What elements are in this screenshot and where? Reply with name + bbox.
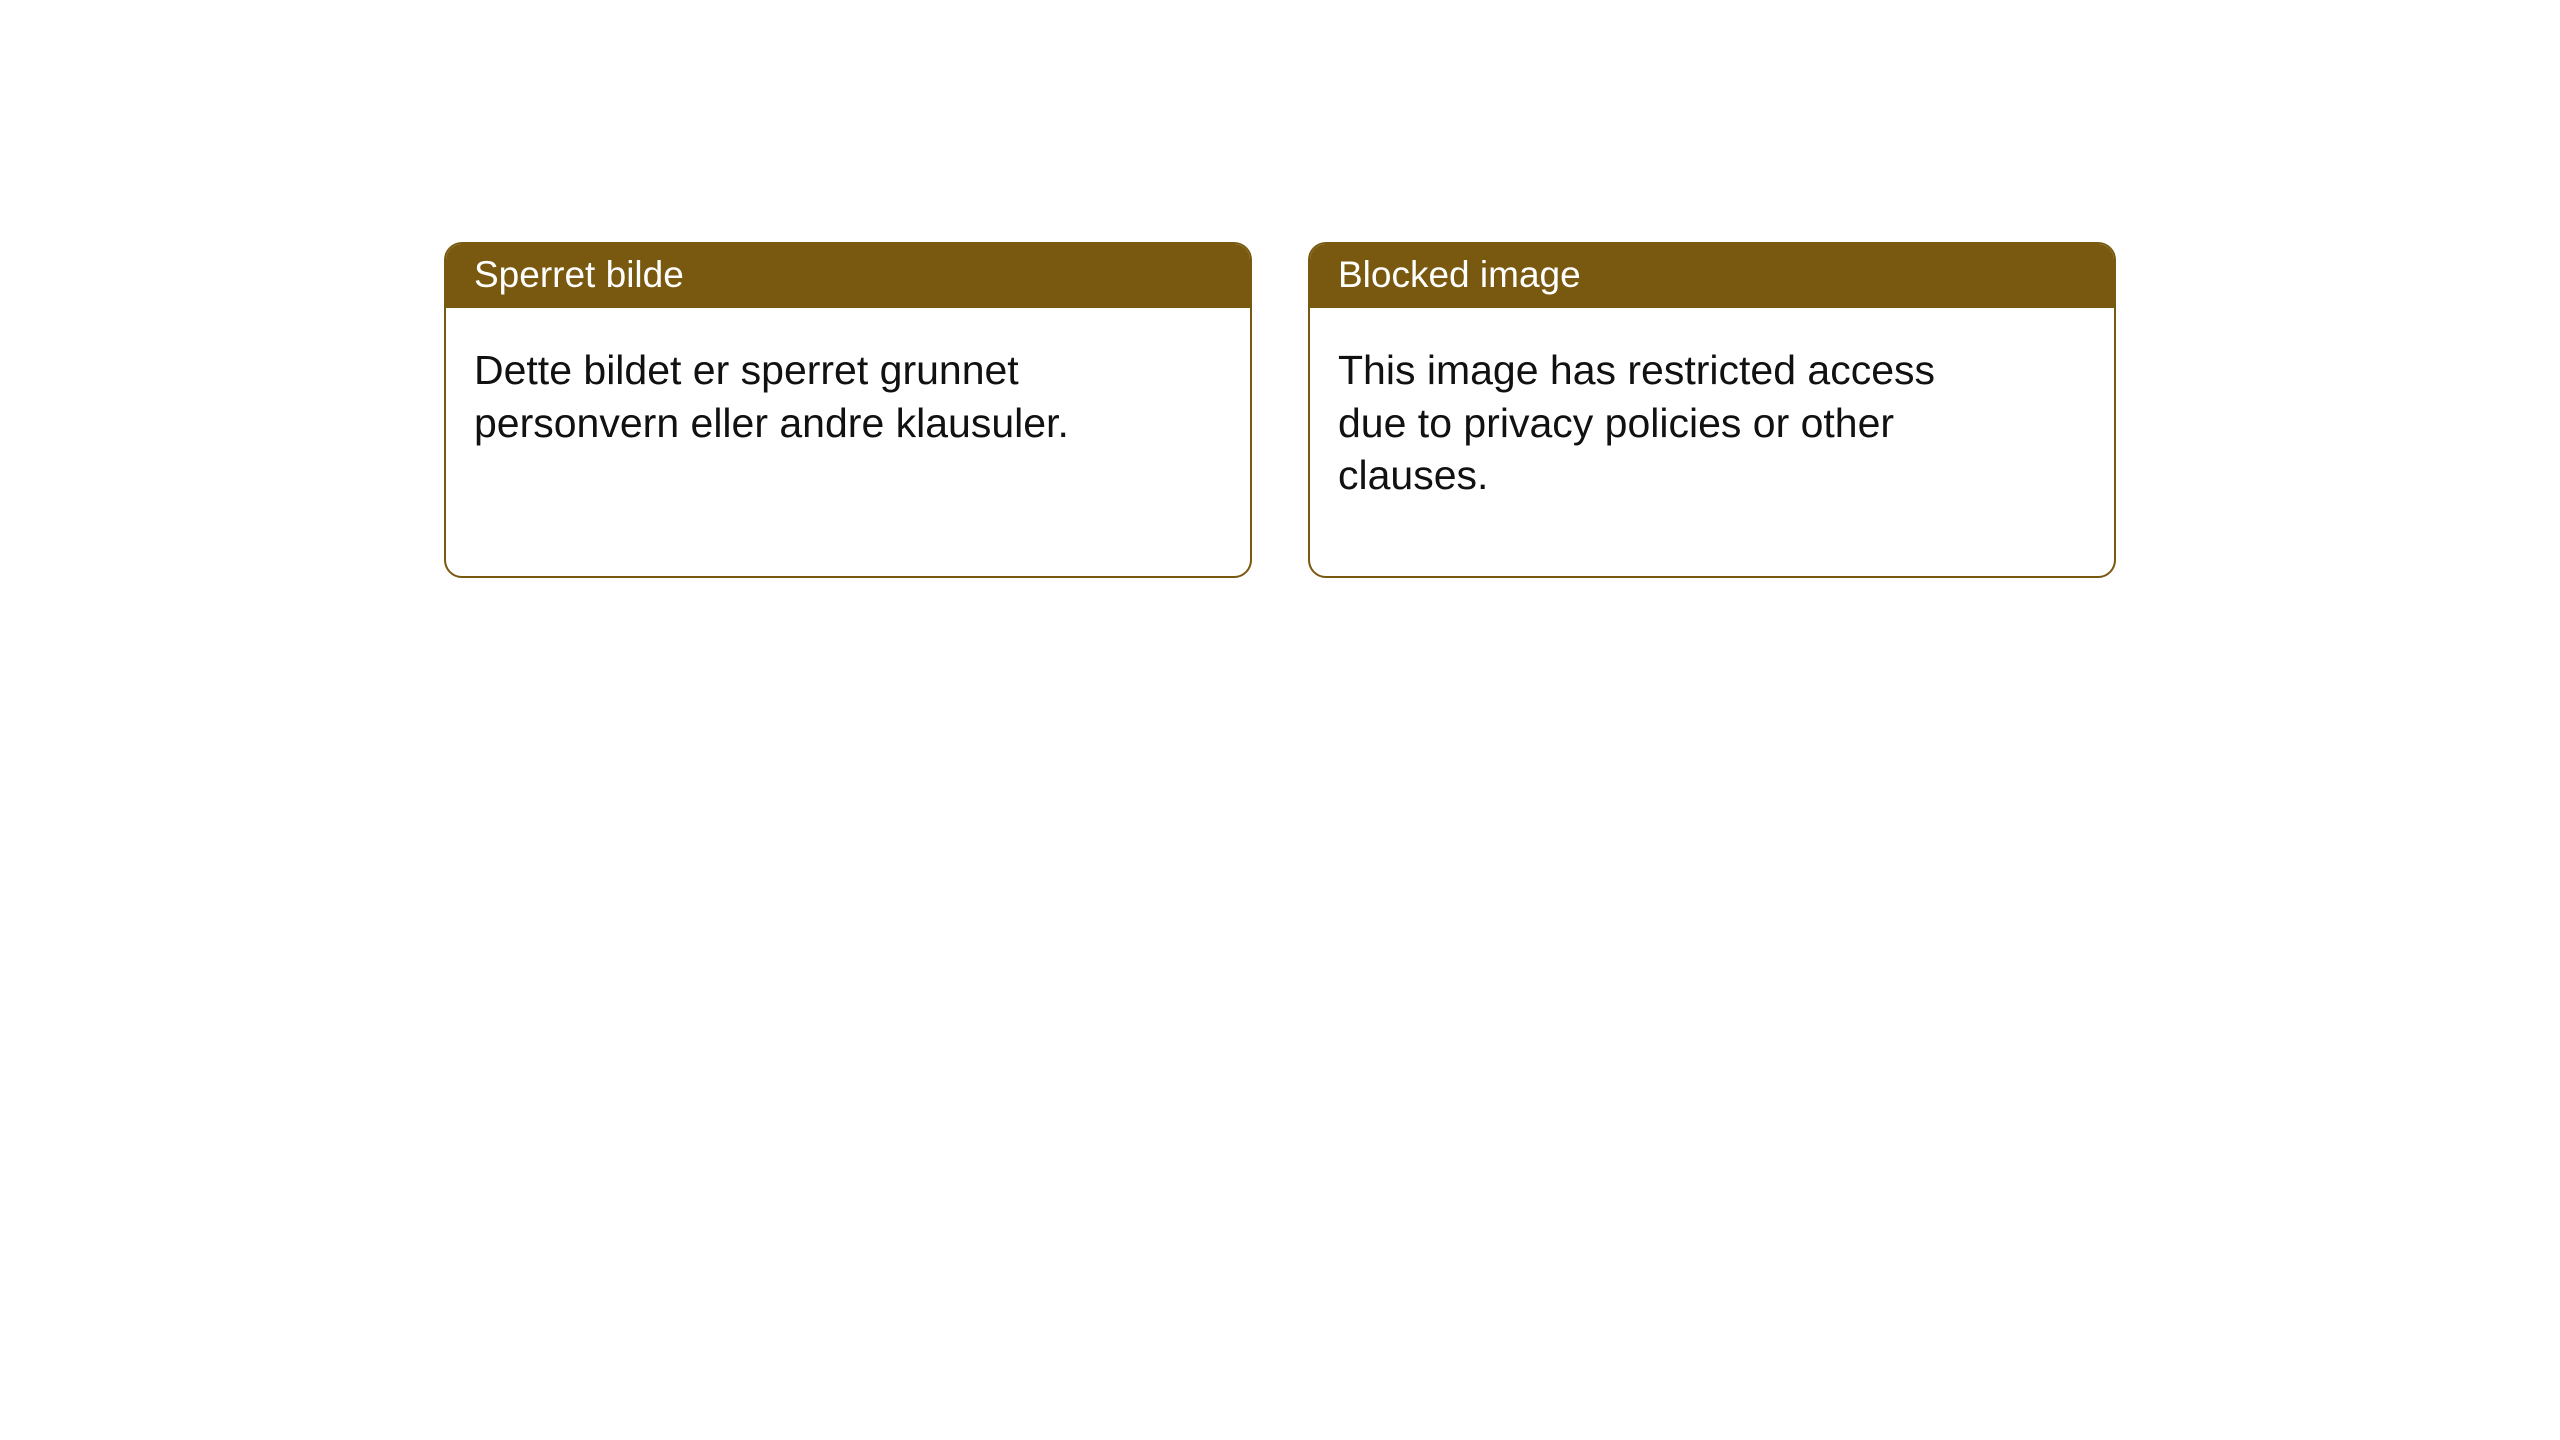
card-body-no: Dette bildet er sperret grunnet personve…: [446, 308, 1126, 473]
card-body-en: This image has restricted access due to …: [1310, 308, 1990, 525]
notice-row: Sperret bilde Dette bildet er sperret gr…: [0, 0, 2560, 578]
card-title-no: Sperret bilde: [446, 244, 1250, 308]
card-title-en: Blocked image: [1310, 244, 2114, 308]
blocked-image-card-en: Blocked image This image has restricted …: [1308, 242, 2116, 578]
blocked-image-card-no: Sperret bilde Dette bildet er sperret gr…: [444, 242, 1252, 578]
